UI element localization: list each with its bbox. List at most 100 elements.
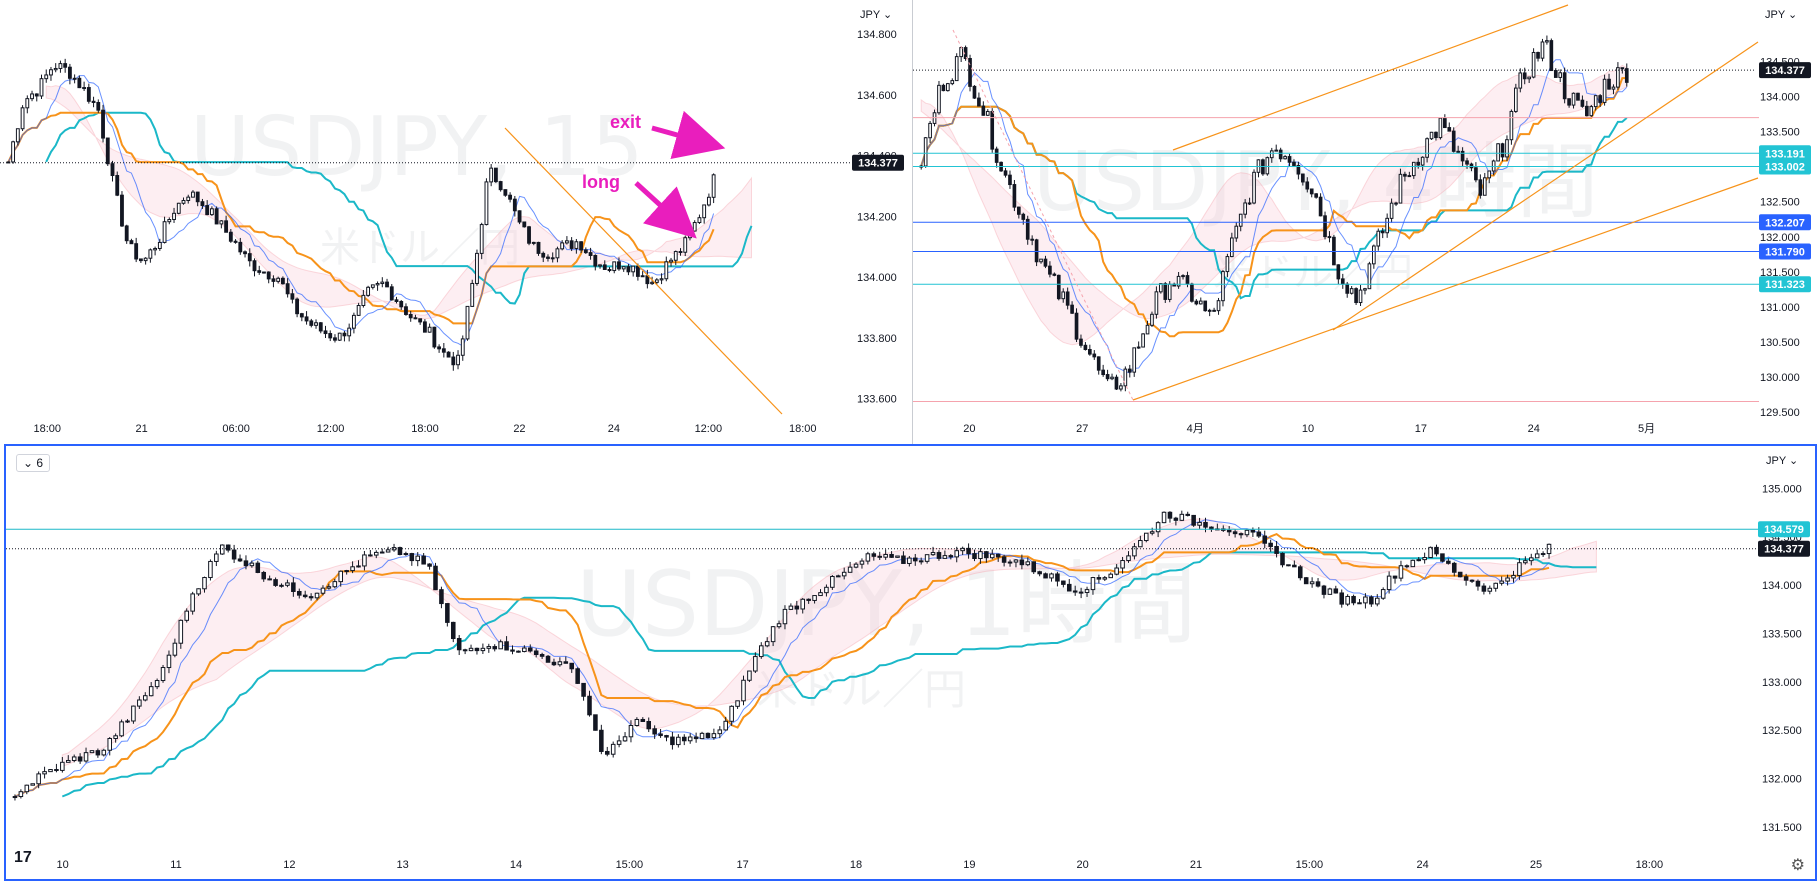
candle-body	[593, 254, 598, 267]
candle-body	[588, 252, 593, 256]
candle-body	[1407, 175, 1412, 178]
candle-body	[1321, 585, 1327, 595]
level-tag-label: 133.002	[1765, 162, 1805, 174]
gear-icon[interactable]: ⚙	[1790, 857, 1805, 874]
candle-body	[930, 552, 936, 556]
candle-body	[1474, 167, 1478, 181]
candle-body	[1624, 68, 1629, 83]
candle-body	[243, 251, 247, 255]
candle-body	[1126, 555, 1131, 562]
candle-body	[522, 221, 527, 228]
chart-canvas[interactable]: 135.000134.500134.000133.500133.000132.5…	[6, 446, 1815, 879]
chart-pane-1h[interactable]: USDJPY, 1時間 米ドル／円 135.000 134.500 134.000 1…	[4, 444, 1817, 881]
candle-body	[249, 562, 255, 567]
candle-body	[1611, 86, 1616, 90]
trendline	[504, 127, 783, 415]
candle-body	[1056, 274, 1061, 300]
candle-body	[602, 264, 607, 270]
candle-body	[30, 783, 36, 786]
candle-body	[468, 647, 474, 652]
candle-body	[1440, 553, 1445, 562]
x-tick-label: 21	[136, 423, 148, 435]
candle-body	[1389, 202, 1394, 219]
candle-body	[186, 196, 191, 201]
candle-body	[1457, 571, 1463, 578]
candle-body	[764, 641, 770, 647]
exit-annotation: exit	[610, 112, 641, 132]
candle-body	[711, 174, 716, 198]
candle-body	[320, 587, 326, 594]
x-tick-label: 10	[57, 859, 69, 871]
current-price-label: 134.377	[858, 158, 898, 170]
candle-body	[1314, 193, 1318, 198]
candle-body	[1049, 573, 1054, 579]
chart-canvas[interactable]: 134.500134.000133.500133.000132.500132.0…	[913, 0, 1817, 444]
candle-body	[1090, 577, 1096, 591]
candle-body	[1580, 99, 1585, 107]
candle-body	[579, 241, 584, 251]
candle-body	[342, 332, 347, 337]
candle-body	[1345, 283, 1350, 294]
chart-pane-15m[interactable]: USDJPY, 15 米ドル／円 134.800134.600134.40013…	[0, 0, 913, 444]
interval-selector[interactable]: ⌄ 6	[16, 454, 51, 472]
candle-body	[107, 738, 113, 751]
candle-body	[984, 551, 989, 559]
candle-body	[1185, 275, 1190, 285]
candle-body	[1511, 574, 1516, 579]
candle-body	[489, 167, 494, 183]
candle-body	[1123, 368, 1128, 387]
candle-body	[841, 571, 847, 577]
candle-body	[669, 259, 673, 263]
candle-body	[427, 563, 432, 567]
tradingview-logo[interactable]: 17	[14, 849, 32, 866]
chevron-down-icon: ⌄	[23, 456, 34, 470]
candle-body	[470, 282, 475, 307]
y-tick-label: 134.000	[1762, 580, 1802, 592]
candle-body	[347, 327, 352, 337]
chart-canvas[interactable]: 134.800134.600134.400134.200134.000133.8…	[0, 0, 912, 444]
level-tag	[1759, 158, 1811, 175]
candle-body	[1250, 529, 1256, 533]
candle-body	[1244, 529, 1250, 536]
candle-body	[296, 590, 302, 596]
candle-body	[299, 313, 304, 318]
candle-body	[545, 655, 551, 663]
chart-pane-4h[interactable]: USDJPY, 4時間 米ドル／円 134.500134.000133.5001…	[913, 0, 1817, 444]
candle-body	[966, 547, 971, 555]
candle-body	[205, 205, 210, 216]
candle-body	[981, 105, 986, 116]
candle-body	[385, 549, 391, 553]
candle-body	[408, 313, 413, 319]
candle-body	[157, 241, 162, 249]
candle-body	[125, 720, 130, 723]
candle-body	[658, 733, 663, 737]
candle-body	[1301, 173, 1305, 183]
candle-body	[747, 670, 752, 681]
candle-body	[1120, 560, 1125, 569]
channel-upper	[1172, 4, 1569, 151]
candle-body	[1052, 273, 1057, 276]
level-tag-label: 134.579	[1764, 524, 1804, 536]
candle-body	[923, 137, 928, 167]
candle-body	[237, 558, 243, 562]
candle-body	[295, 298, 300, 315]
x-tick-label: 24	[1528, 423, 1540, 435]
candle-body	[617, 261, 621, 270]
y-tick-label: 132.500	[1760, 197, 1800, 209]
candle-body	[531, 241, 536, 244]
candle-body	[723, 720, 729, 731]
interval-label: 6	[36, 456, 44, 470]
candle-body	[308, 596, 314, 599]
candle-body	[1481, 585, 1487, 592]
candle-body	[1428, 546, 1433, 559]
candle-body	[1003, 170, 1008, 176]
candle-body	[290, 293, 295, 300]
candle-body	[63, 63, 68, 68]
candle-body	[835, 575, 841, 578]
candle-body	[1478, 179, 1483, 196]
candle-body	[1593, 95, 1598, 108]
candle-body	[391, 547, 397, 551]
candle-body	[356, 305, 361, 316]
candle-body	[702, 204, 707, 219]
candle-body	[1037, 571, 1042, 575]
